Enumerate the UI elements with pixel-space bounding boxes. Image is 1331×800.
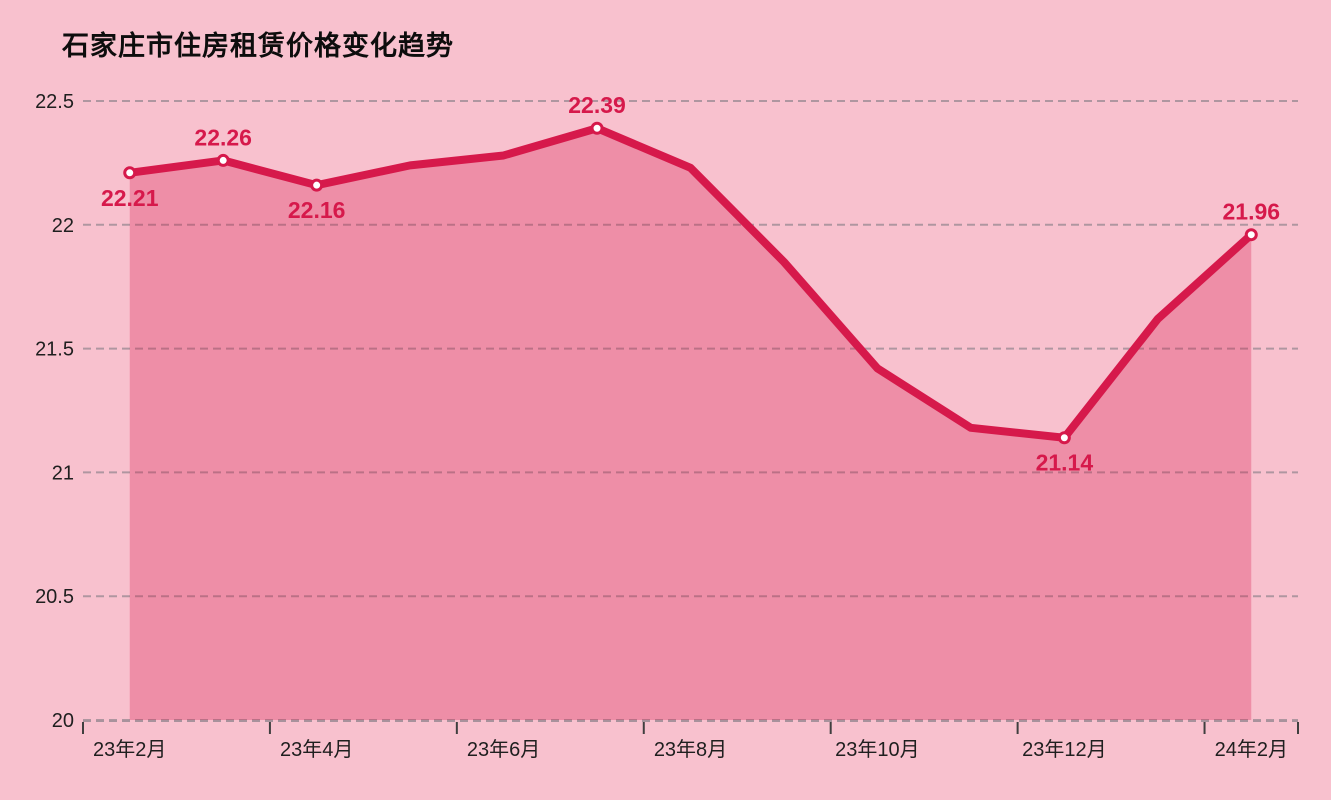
data-point-label: 21.14: [1036, 450, 1094, 476]
data-point-marker: [310, 178, 324, 192]
y-axis-label: 22.5: [35, 91, 74, 113]
x-axis-label: 23年10月: [835, 738, 920, 761]
data-point-marker: [216, 153, 230, 167]
y-axis-label: 21: [52, 462, 74, 484]
data-point-marker: [590, 121, 604, 135]
data-point-label: 22.26: [194, 124, 252, 150]
data-point-label: 22.16: [288, 197, 346, 223]
data-point-marker: [1057, 431, 1071, 445]
x-axis-label: 23年6月: [467, 738, 540, 761]
y-axis-label: 20: [52, 710, 74, 732]
data-point-label: 22.39: [568, 92, 626, 118]
x-axis-label: 23年8月: [654, 738, 727, 761]
x-axis-label: 23年4月: [280, 738, 353, 761]
y-axis-label: 21.5: [35, 339, 74, 361]
area-fill: [129, 128, 1252, 721]
data-point-marker: [123, 166, 137, 180]
y-axis-label: 22: [52, 215, 74, 237]
x-axis-label: 24年2月: [1215, 738, 1288, 761]
data-point-marker: [1244, 228, 1258, 242]
data-point-label: 21.96: [1222, 199, 1280, 225]
data-point-label: 22.21: [101, 185, 159, 211]
x-axis-label: 23年2月: [93, 738, 166, 761]
x-axis-label: 23年12月: [1022, 738, 1107, 761]
chart-title: 石家庄市住房租赁价格变化趋势: [62, 31, 454, 61]
y-axis-label: 20.5: [35, 586, 74, 608]
